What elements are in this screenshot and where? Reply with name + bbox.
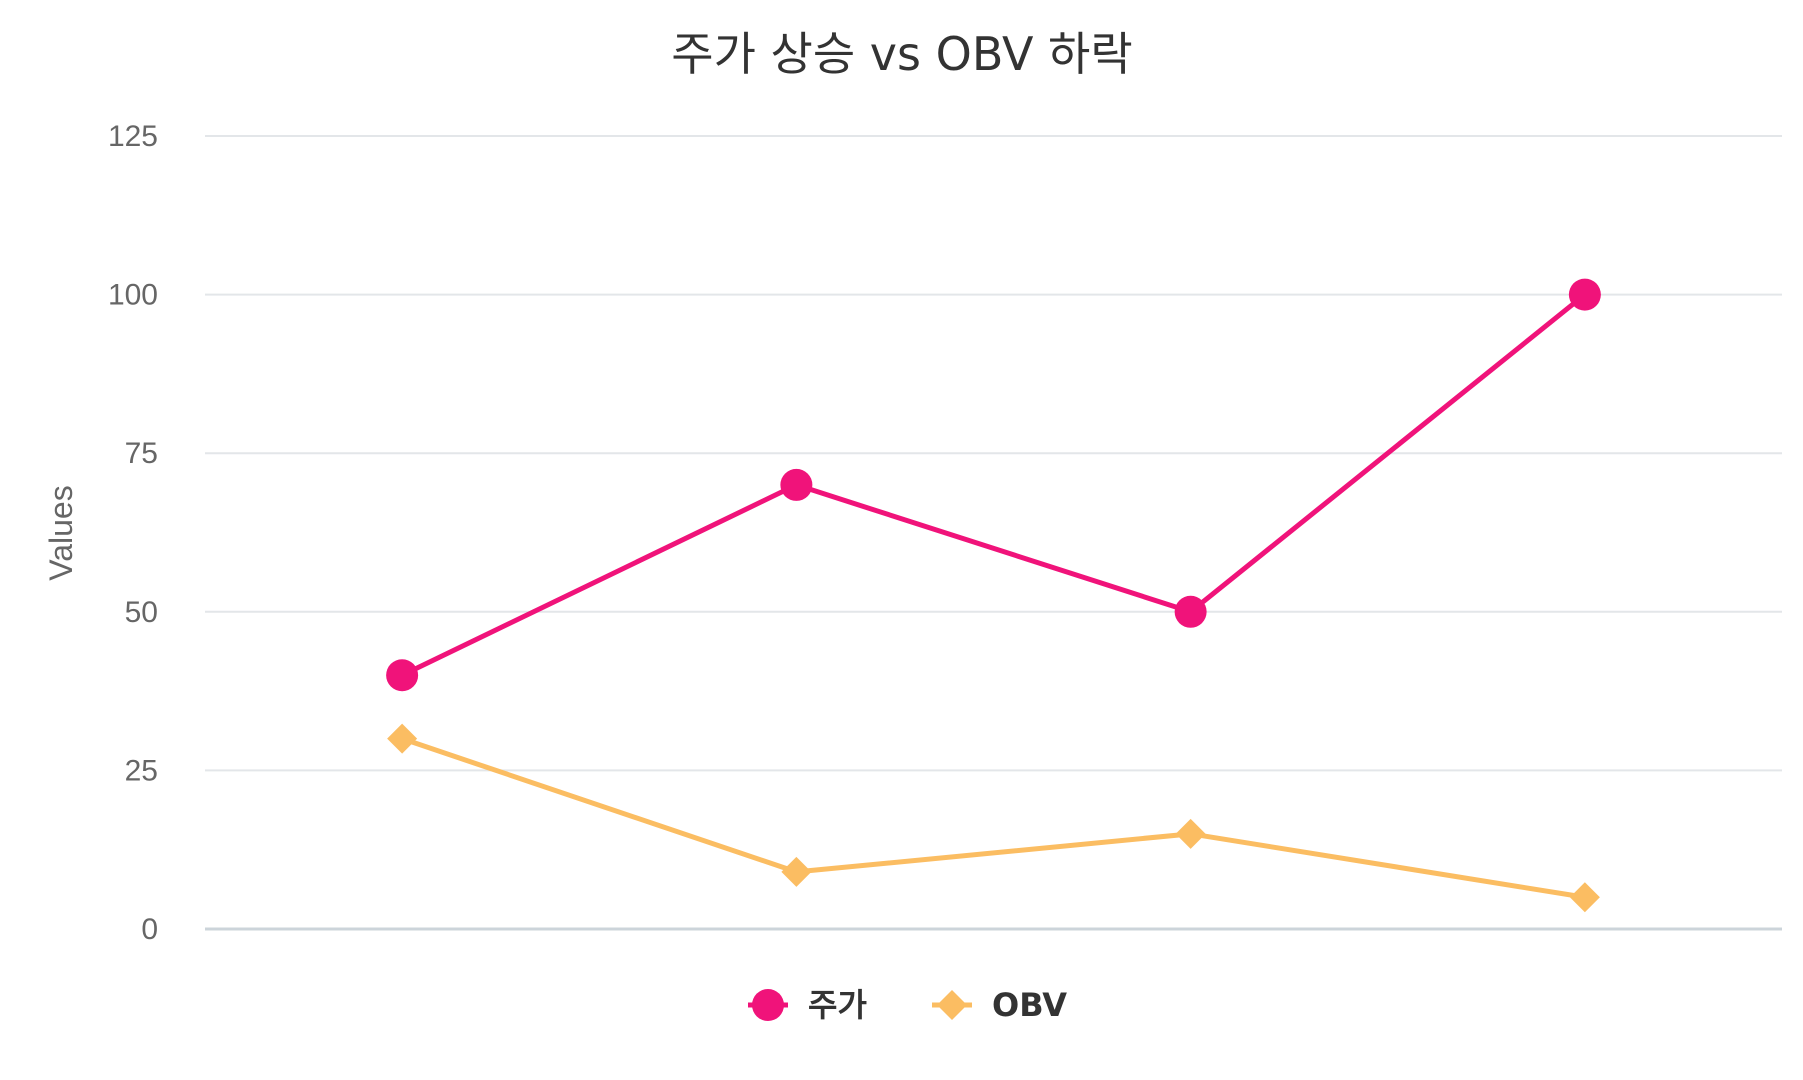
gridlines bbox=[205, 135, 1782, 931]
y-axis-title: Values bbox=[43, 485, 79, 580]
y-tick-label: 75 bbox=[125, 437, 158, 470]
data-point[interactable] bbox=[386, 659, 419, 692]
y-tick-label: 100 bbox=[108, 279, 158, 312]
data-point[interactable] bbox=[1569, 882, 1600, 913]
series-layer bbox=[386, 278, 1601, 913]
y-tick-label: 0 bbox=[141, 913, 158, 946]
legend-label: 주가 bbox=[808, 986, 867, 1024]
y-tick-label: 50 bbox=[125, 596, 158, 629]
data-point[interactable] bbox=[1568, 278, 1601, 311]
data-point[interactable] bbox=[1175, 818, 1206, 849]
data-point[interactable] bbox=[781, 856, 812, 887]
data-point[interactable] bbox=[387, 723, 418, 754]
legend-item[interactable]: 주가 bbox=[748, 986, 867, 1024]
series-1 bbox=[386, 278, 1601, 692]
data-point[interactable] bbox=[1174, 595, 1207, 628]
legend[interactable]: 주가 OBV bbox=[748, 986, 1067, 1024]
legend-marker bbox=[937, 990, 967, 1020]
legend-item[interactable]: OBV bbox=[932, 986, 1067, 1024]
y-tick-label: 25 bbox=[125, 754, 158, 787]
y-axis-tick-labels: 0 25 50 75 100 125 bbox=[108, 120, 158, 946]
data-point[interactable] bbox=[780, 468, 813, 501]
legend-marker bbox=[752, 989, 784, 1021]
chart-title: 주가 상승 vs OBV 하락 bbox=[671, 27, 1132, 81]
y-tick-label: 125 bbox=[108, 120, 158, 153]
series-2 bbox=[387, 723, 1600, 913]
series-line bbox=[399, 292, 1588, 678]
legend-label: OBV bbox=[992, 986, 1067, 1024]
series-line bbox=[399, 736, 1588, 900]
